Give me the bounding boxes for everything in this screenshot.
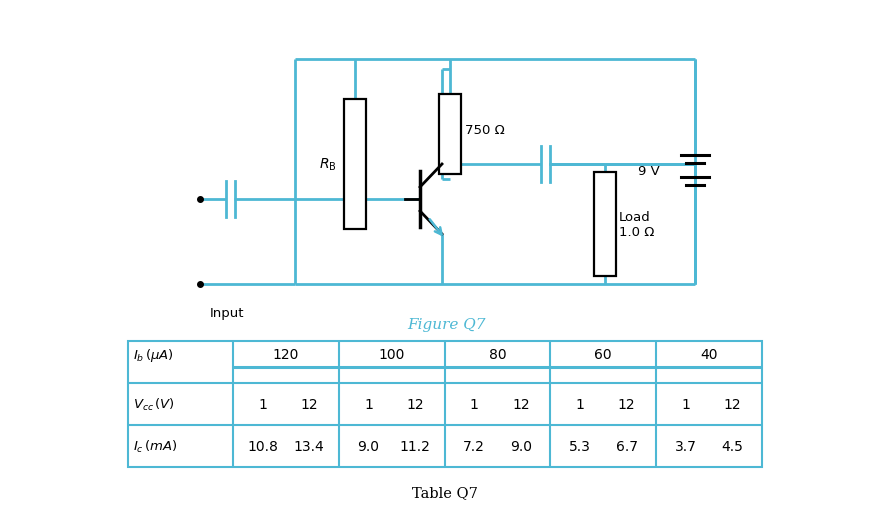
Text: Input: Input bbox=[210, 307, 245, 319]
Text: Figure Q7: Figure Q7 bbox=[406, 317, 485, 331]
Text: 1: 1 bbox=[258, 397, 267, 411]
Text: 1: 1 bbox=[576, 397, 584, 411]
Text: $I_b\,(\mu A)$: $I_b\,(\mu A)$ bbox=[133, 346, 174, 363]
Text: 3.7: 3.7 bbox=[675, 439, 697, 453]
Bar bbox=[128, 341, 762, 467]
Text: Table Q7: Table Q7 bbox=[412, 485, 478, 499]
Text: 750 Ω: 750 Ω bbox=[465, 123, 505, 136]
Text: 6.7: 6.7 bbox=[615, 439, 638, 453]
Text: 12: 12 bbox=[512, 397, 530, 411]
Text: $V_{cc}\,(V)$: $V_{cc}\,(V)$ bbox=[133, 396, 175, 412]
Text: $I_c\,(mA)$: $I_c\,(mA)$ bbox=[133, 438, 178, 454]
Text: 40: 40 bbox=[700, 347, 718, 361]
Text: 9.0: 9.0 bbox=[510, 439, 531, 453]
Text: 1: 1 bbox=[364, 397, 373, 411]
Bar bbox=[344, 100, 366, 230]
Text: 100: 100 bbox=[379, 347, 405, 361]
Text: 11.2: 11.2 bbox=[399, 439, 430, 453]
Text: 12: 12 bbox=[406, 397, 424, 411]
Text: 13.4: 13.4 bbox=[294, 439, 324, 453]
Text: 12: 12 bbox=[723, 397, 741, 411]
Text: 5.3: 5.3 bbox=[569, 439, 591, 453]
Text: 10.8: 10.8 bbox=[247, 439, 278, 453]
Text: 1: 1 bbox=[681, 397, 690, 411]
Text: 7.2: 7.2 bbox=[463, 439, 485, 453]
Text: 12: 12 bbox=[618, 397, 636, 411]
Text: 12: 12 bbox=[300, 397, 318, 411]
Bar bbox=[439, 95, 461, 175]
Text: 120: 120 bbox=[272, 347, 299, 361]
Text: 9 V: 9 V bbox=[638, 164, 660, 177]
Text: 60: 60 bbox=[595, 347, 612, 361]
Text: 1: 1 bbox=[470, 397, 479, 411]
Text: 80: 80 bbox=[488, 347, 506, 361]
Text: Load
1.0 Ω: Load 1.0 Ω bbox=[619, 211, 655, 238]
Bar bbox=[594, 173, 616, 276]
Text: 9.0: 9.0 bbox=[357, 439, 380, 453]
Text: $R_{\mathrm{B}}$: $R_{\mathrm{B}}$ bbox=[320, 157, 337, 173]
Text: 4.5: 4.5 bbox=[722, 439, 743, 453]
